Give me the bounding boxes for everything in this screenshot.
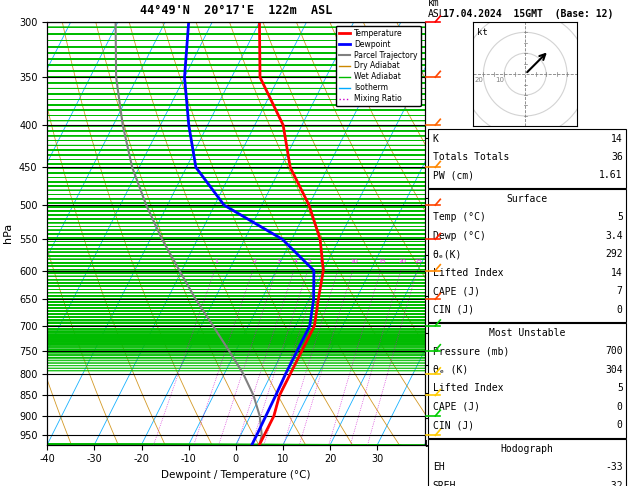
Text: km
ASL: km ASL — [428, 0, 445, 19]
Text: θₑ (K): θₑ (K) — [433, 365, 468, 375]
Text: 14: 14 — [611, 134, 623, 143]
X-axis label: Dewpoint / Temperature (°C): Dewpoint / Temperature (°C) — [161, 470, 311, 480]
Text: SREH: SREH — [433, 481, 456, 486]
Text: LCL: LCL — [425, 440, 441, 449]
Text: 6: 6 — [319, 260, 323, 264]
Text: Lifted Index: Lifted Index — [433, 383, 503, 393]
Text: Totals Totals: Totals Totals — [433, 152, 509, 162]
Text: Hodograph: Hodograph — [500, 444, 554, 453]
Text: -33: -33 — [605, 462, 623, 472]
Text: 3.4: 3.4 — [605, 231, 623, 241]
Y-axis label: hPa: hPa — [3, 223, 13, 243]
Text: CIN (J): CIN (J) — [433, 305, 474, 314]
Text: CIN (J): CIN (J) — [433, 420, 474, 430]
Text: 0: 0 — [617, 402, 623, 412]
Text: 7: 7 — [617, 286, 623, 296]
Text: 1.61: 1.61 — [599, 171, 623, 180]
Text: 10: 10 — [351, 260, 359, 264]
Text: 10: 10 — [496, 77, 504, 83]
Legend: Temperature, Dewpoint, Parcel Trajectory, Dry Adiabat, Wet Adiabat, Isotherm, Mi: Temperature, Dewpoint, Parcel Trajectory… — [336, 26, 421, 106]
Text: 304: 304 — [605, 365, 623, 375]
Text: 44°49'N  20°17'E  122m  ASL: 44°49'N 20°17'E 122m ASL — [140, 4, 332, 17]
Text: -32: -32 — [605, 481, 623, 486]
Text: 25: 25 — [415, 260, 423, 264]
Text: 0: 0 — [617, 420, 623, 430]
Text: 5: 5 — [308, 260, 311, 264]
Text: 1: 1 — [214, 260, 219, 264]
Text: 700: 700 — [605, 347, 623, 356]
Text: PW (cm): PW (cm) — [433, 171, 474, 180]
Text: 292: 292 — [605, 249, 623, 259]
Text: Temp (°C): Temp (°C) — [433, 212, 486, 222]
Text: Most Unstable: Most Unstable — [489, 328, 565, 338]
Text: 20: 20 — [475, 77, 484, 83]
Text: kt: kt — [477, 28, 488, 37]
Text: Pressure (mb): Pressure (mb) — [433, 347, 509, 356]
Text: 5: 5 — [617, 212, 623, 222]
Text: Dewp (°C): Dewp (°C) — [433, 231, 486, 241]
Text: EH: EH — [433, 462, 445, 472]
Text: 15: 15 — [379, 260, 386, 264]
Text: 20: 20 — [399, 260, 406, 264]
Text: CAPE (J): CAPE (J) — [433, 286, 480, 296]
Text: K: K — [433, 134, 438, 143]
Text: 17.04.2024  15GMT  (Base: 12): 17.04.2024 15GMT (Base: 12) — [443, 9, 613, 19]
Text: CAPE (J): CAPE (J) — [433, 402, 480, 412]
Text: 5: 5 — [617, 383, 623, 393]
Text: 14: 14 — [611, 268, 623, 278]
Text: 36: 36 — [611, 152, 623, 162]
Text: 4: 4 — [294, 260, 298, 264]
Text: 2: 2 — [253, 260, 257, 264]
Text: Lifted Index: Lifted Index — [433, 268, 503, 278]
Text: 3: 3 — [276, 260, 281, 264]
Text: θₑ(K): θₑ(K) — [433, 249, 462, 259]
Text: © weatheronline.co.uk: © weatheronline.co.uk — [480, 455, 577, 464]
Text: 0: 0 — [617, 305, 623, 314]
Text: Surface: Surface — [506, 194, 547, 204]
